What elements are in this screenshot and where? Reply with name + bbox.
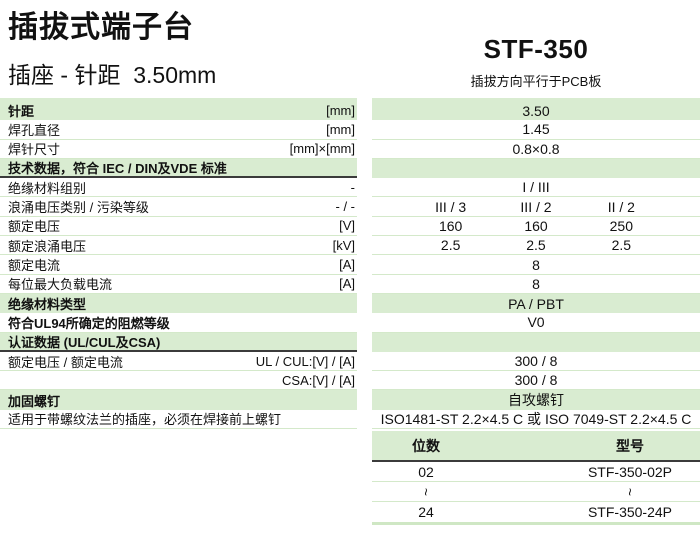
section-title: 认证数据 (UL/CUL及CSA) xyxy=(8,334,161,350)
row-unit: [V] xyxy=(339,218,355,234)
row-value-col3: 2.5 xyxy=(611,237,632,254)
row-unit: - / - xyxy=(335,199,356,215)
row-value-col1: III / 3 xyxy=(435,198,467,215)
spec-row-rated-current: 额定电流 [A] 8 xyxy=(0,255,700,275)
spec-row-ul-cul-rating: 额定电压 / 额定电流 UL / CUL:[V] / [A] 300 / 8 xyxy=(0,352,700,372)
model-header: STF-350 插拔方向平行于PCB板 xyxy=(372,0,700,90)
positions-value: ~ xyxy=(372,484,480,500)
row-unit: CSA:[V] / [A] xyxy=(282,372,355,388)
row-value: 300 / 8 xyxy=(514,372,558,389)
row-value: 300 / 8 xyxy=(514,353,558,369)
row-value-col2: 160 xyxy=(524,217,548,234)
model-name: STF-350 xyxy=(483,34,589,64)
row-label: 绝缘材料类型 xyxy=(8,297,87,313)
row-label: 额定电压 xyxy=(8,219,61,235)
top-border-right xyxy=(372,98,700,101)
row-unit: [mm]×[mm] xyxy=(289,141,355,157)
row-value-col3: II / 2 xyxy=(607,198,635,215)
row-unit: - xyxy=(350,179,355,195)
model-table: 位数 型号 02 STF-350-02P ~ ~ 24 STF-350-24P xyxy=(372,431,700,525)
row-label: 焊孔直径 xyxy=(8,122,61,138)
spec-row-ul94-flammability: 符合UL94所确定的阻燃等级 V0 xyxy=(0,313,700,333)
row-label: 额定电流 xyxy=(8,258,61,274)
row-value: ISO1481-ST 2.2×4.5 C 或 ISO 7049-ST 2.2×4… xyxy=(380,410,692,427)
row-value: 3.50 xyxy=(522,102,550,119)
positions-value: 02 xyxy=(418,463,434,480)
row-unit: [A] xyxy=(339,257,355,273)
row-unit: [A] xyxy=(339,276,355,292)
row-value-col2: III / 2 xyxy=(520,198,552,215)
row-unit: UL / CUL:[V] / [A] xyxy=(255,353,355,369)
table-top-border xyxy=(0,98,700,101)
spec-row-surge-category: 浪涌电压类别 / 污染等级 - / - III / 3 III / 2 II /… xyxy=(0,197,700,217)
column-header-part-number: 型号 xyxy=(616,437,644,454)
row-value-col1: 2.5 xyxy=(440,237,461,254)
row-unit: [mm] xyxy=(326,103,355,119)
section-header-approval-data: 认证数据 (UL/CUL及CSA) xyxy=(0,332,700,352)
top-border-left xyxy=(0,98,357,101)
section-title: 技术数据，符合 IEC / DIN及VDE 标准 xyxy=(8,161,227,177)
spec-row-pin-size: 焊针尺寸 [mm]×[mm] 0.8×0.8 xyxy=(0,140,700,159)
row-value-col3: 250 xyxy=(609,217,633,234)
column-header-positions: 位数 xyxy=(412,437,440,454)
row-label: 针距 xyxy=(8,104,35,120)
row-unit: [mm] xyxy=(326,121,355,137)
spec-row-pitch: 针距 [mm] 3.50 xyxy=(0,101,700,121)
part-number-value: ~ xyxy=(480,484,700,500)
row-value: 8 xyxy=(532,256,540,273)
model-table-row-range: ~ ~ xyxy=(372,482,700,502)
row-value: 0.8×0.8 xyxy=(512,140,560,157)
spec-row-rated-voltage: 额定电压 [V] 160 160 250 xyxy=(0,217,700,237)
row-label: 焊针尺寸 xyxy=(8,142,61,158)
row-value: 自攻螺钉 xyxy=(508,392,564,409)
row-label: 绝缘材料组别 xyxy=(8,180,87,196)
page-title: 插拔式端子台 xyxy=(8,11,194,44)
spec-row-csa-rating: CSA:[V] / [A] 300 / 8 xyxy=(0,371,700,391)
row-label: 额定电压 / 额定电流 xyxy=(8,354,123,370)
spec-table: 针距 [mm] 3.50 焊孔直径 [mm] 1.45 焊针尺寸 [mm]×[m… xyxy=(0,98,700,430)
model-table-header: 位数 型号 xyxy=(372,431,700,462)
row-label: 每位最大负载电流 xyxy=(8,277,113,293)
spec-row-rated-surge-voltage: 额定浪涌电压 [kV] 2.5 2.5 2.5 xyxy=(0,236,700,256)
part-number-value: STF-350-02P xyxy=(587,463,673,480)
model-orientation-note: 插拔方向平行于PCB板 xyxy=(470,74,602,89)
row-value: PA / PBT xyxy=(508,295,564,312)
row-value: 8 xyxy=(532,275,540,292)
row-value: I / III xyxy=(522,179,550,196)
range-tilde: ~ xyxy=(622,487,638,496)
row-value-col2: 2.5 xyxy=(526,237,546,254)
spec-row-screw-note: 适用于带螺纹法兰的插座，必须在焊接前上螺钉 ISO1481-ST 2.2×4.5… xyxy=(0,410,700,430)
page-header: 插拔式端子台 插座 - 针距 3.50mm STF-350 插拔方向平行于PCB… xyxy=(0,0,700,98)
section-header-technical-data: 技术数据，符合 IEC / DIN及VDE 标准 xyxy=(0,158,700,179)
row-label: 加固螺钉 xyxy=(8,393,61,409)
row-label: 额定浪涌电压 xyxy=(8,238,87,254)
row-label: 浪涌电压类别 / 污染等级 xyxy=(8,200,149,216)
spec-row-hole-diameter: 焊孔直径 [mm] 1.45 xyxy=(0,120,700,140)
range-tilde: ~ xyxy=(418,487,434,496)
spec-row-max-load-current: 每位最大负载电流 [A] 8 xyxy=(0,275,700,294)
row-label: 符合UL94所确定的阻燃等级 xyxy=(8,315,170,331)
row-value: V0 xyxy=(527,314,545,331)
page-subtitle: 插座 - 针距 3.50mm xyxy=(8,62,217,88)
model-table-bottom-border xyxy=(372,522,700,525)
spec-row-insulation-material: 绝缘材料类型 PA / PBT xyxy=(0,293,700,314)
part-number-value: STF-350-24P xyxy=(587,504,673,520)
spec-row-insulation-group: 绝缘材料组别 - I / III xyxy=(0,178,700,198)
spec-row-fixing-screw: 加固螺钉 自攻螺钉 xyxy=(0,390,700,410)
model-table-row: 02 STF-350-02P xyxy=(372,462,700,482)
row-value: 1.45 xyxy=(522,121,550,138)
positions-value: 24 xyxy=(418,504,434,520)
row-label: 适用于带螺纹法兰的插座，必须在焊接前上螺钉 xyxy=(8,412,282,428)
model-table-row: 24 STF-350-24P xyxy=(372,502,700,522)
row-unit: [kV] xyxy=(332,237,355,253)
row-value-col1: 160 xyxy=(438,217,463,234)
